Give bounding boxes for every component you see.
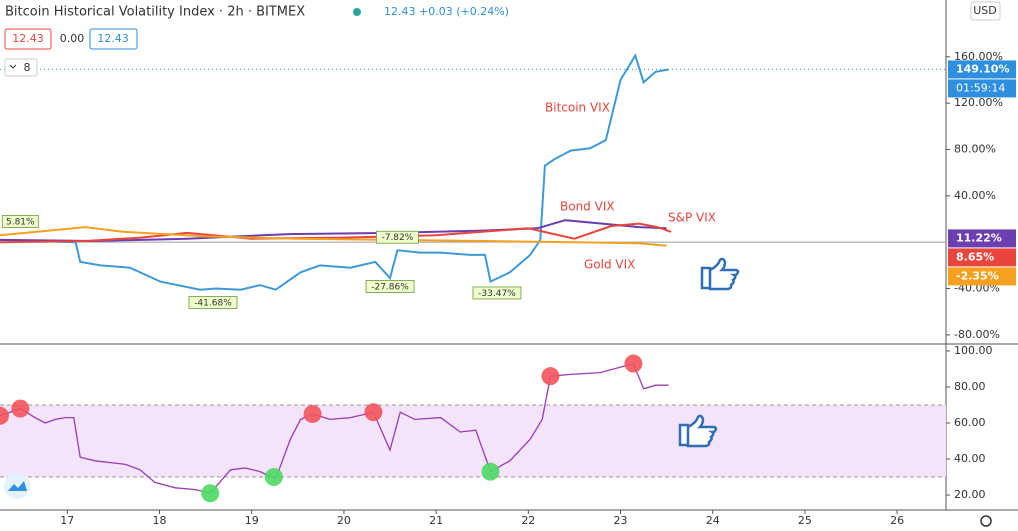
thumb-right-1 <box>700 257 740 291</box>
status-dot <box>353 8 361 16</box>
signal-point <box>11 399 30 418</box>
callout-label: -33.47% <box>478 289 516 299</box>
series-line <box>0 226 667 247</box>
callout-box <box>375 230 419 244</box>
x-tick-label: 24 <box>706 514 720 527</box>
logo <box>4 473 30 499</box>
price-tag-label: 149.10% <box>956 62 1009 75</box>
x-tick-label: 25 <box>798 514 812 527</box>
callout-box <box>188 296 238 309</box>
price-tag <box>948 267 1016 286</box>
signal-point <box>481 462 500 481</box>
callout-box <box>472 286 522 300</box>
open-box <box>4 28 52 50</box>
chevron <box>9 64 17 69</box>
series-label: Bond VIX <box>560 200 615 214</box>
callout-label: 5.81% <box>6 217 35 227</box>
signal-point <box>201 484 220 503</box>
signal-point <box>303 404 322 423</box>
x-tick-label: 22 <box>521 514 535 527</box>
y-tick-label: 60.00 <box>954 416 986 429</box>
price-tag-label: 8.65% <box>956 250 994 263</box>
countdown-tag <box>948 79 1016 98</box>
x-tick-label: 26 <box>890 514 904 527</box>
y-tick-label: 80.00% <box>954 142 996 155</box>
series-line <box>0 222 672 244</box>
series-line <box>0 362 669 494</box>
thumb-icon <box>678 257 740 448</box>
price-tag-label: 11.22% <box>956 231 1002 244</box>
series-line <box>0 53 669 291</box>
x-tick-label: 19 <box>245 514 259 527</box>
y-tick-label: 40.00 <box>954 452 986 465</box>
currency: USD <box>973 4 997 17</box>
signal-point <box>364 403 383 422</box>
currency-button[interactable] <box>970 1 1001 21</box>
signal-point <box>541 367 560 386</box>
countdown: 01:59:14 <box>956 81 1005 94</box>
x-tick-label: 20 <box>337 514 351 527</box>
close-box <box>89 28 138 50</box>
callout-label: -41.68% <box>194 298 232 308</box>
price-tag <box>948 60 1016 79</box>
y-tick-label: 160.00% <box>954 50 1003 63</box>
y-tick-label: 80.00 <box>954 380 986 393</box>
y-tick-label: -80.00% <box>954 328 1000 341</box>
band-fill <box>0 404 946 478</box>
close-value: 12.43 <box>97 32 129 45</box>
quote: 12.43 +0.03 (+0.24%) <box>384 5 509 18</box>
price-tag <box>948 229 1016 248</box>
x-tick-label: 21 <box>429 514 443 527</box>
callout-box <box>365 280 415 293</box>
chart-title: Bitcoin Historical Volatility Index · 2h… <box>5 5 305 20</box>
open-value: 12.43 <box>12 32 44 45</box>
price-tag <box>948 248 1016 267</box>
callout-label: -7.82% <box>381 233 413 243</box>
series-label: Bitcoin VIX <box>545 101 610 115</box>
y-tick-label: 120.00% <box>954 96 1003 109</box>
y-tick-label: 100.00 <box>954 344 993 357</box>
callout-label: -27.86% <box>371 282 409 292</box>
interval-value: 8 <box>24 61 31 74</box>
y-tick-label: 20.00 <box>954 488 986 501</box>
y-tick-label: 40.00% <box>954 189 996 202</box>
price-tag-label: -2.35% <box>956 269 999 282</box>
logo-mark <box>8 481 27 491</box>
x-tick-label: 17 <box>60 514 74 527</box>
settings-gear[interactable] <box>980 515 992 527</box>
change-value: 0.00 <box>60 32 85 45</box>
thumb-right-2 <box>678 414 718 448</box>
x-tick-label: 18 <box>153 514 167 527</box>
signal-point <box>624 354 643 373</box>
callout-box <box>1 215 39 228</box>
series-label: Gold VIX <box>584 258 635 272</box>
series-label: S&P VIX <box>668 211 716 225</box>
signal-point <box>264 468 283 487</box>
signal-point <box>0 406 9 425</box>
plot-area: 160.00%120.00%80.00%40.00%-40.00%-80.00%… <box>0 50 1016 527</box>
x-tick-label: 23 <box>614 514 628 527</box>
interval-button[interactable] <box>4 58 38 77</box>
